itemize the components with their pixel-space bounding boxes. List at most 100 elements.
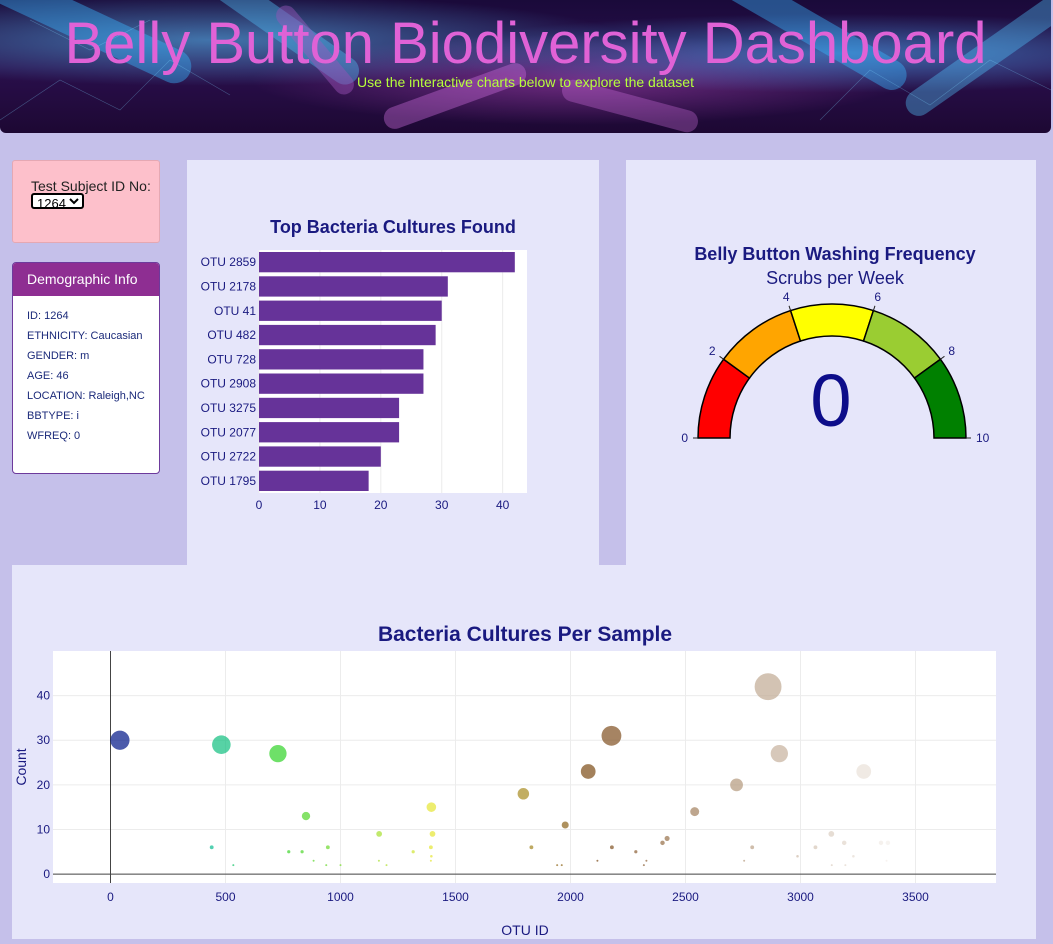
bubble-x-axis-label: OTU ID [501,922,548,938]
gauge-chart[interactable]: Belly Button Washing Frequency Scrubs pe… [626,160,1036,565]
bar-chart[interactable]: Top Bacteria Cultures Found 0 10 20 30 40 OTU… [187,160,599,565]
gauge-band-1[interactable] [722,309,802,380]
demo-row-ethnicity: ETHNICITY: Caucasian [27,330,143,342]
bubble-y-tick-label: 30 [37,733,51,747]
bar-otu-41[interactable] [259,300,442,321]
bar-otu-482[interactable] [259,324,436,346]
bar-otu-2908[interactable] [259,373,424,394]
demo-row-id: ID: 1264 [27,310,69,322]
bubble-otu-482[interactable] [212,735,231,754]
bubble-otu-2540[interactable] [690,807,700,817]
bubble-otu-1395[interactable] [430,854,433,858]
bar-otu-2178[interactable] [259,276,448,297]
gauge-band-4[interactable] [913,358,967,439]
bubble-otu-2790[interactable] [750,845,755,850]
bubble-otu-3195[interactable] [844,864,847,867]
bubble-chart[interactable]: Bacteria Cultures Per Sample OTU ID Coun… [12,565,1036,939]
gauge-bands [697,303,967,439]
bubble-otu-2180[interactable] [609,845,614,850]
bubble-otu-1168[interactable] [376,831,383,837]
subject-id-dropdown[interactable]: 1264 [31,193,84,209]
bubble-otu-3230[interactable] [852,854,855,858]
bubble-otu-1200[interactable] [385,864,388,867]
bubble-otu-3190[interactable] [841,840,847,846]
bubble-otu-1400[interactable] [429,831,436,837]
bubble-otu-3134[interactable] [828,831,835,837]
bubble-otu-2178[interactable] [601,725,622,746]
bubble-otu-2400[interactable] [660,840,665,846]
bar-otu-2859[interactable] [259,252,515,273]
bubble-otu-1167[interactable] [377,859,380,862]
bar-otu-2077[interactable] [259,422,400,443]
bubble-otu-1393[interactable] [428,845,433,850]
bubble-x-tick-label: 500 [215,890,235,904]
gauge-tick [872,305,876,311]
bubble-otu-728[interactable] [269,744,287,763]
bar-x-tick-label: 30 [435,498,449,512]
bar-x-tick-label: 20 [374,498,388,512]
bar-otu-3275[interactable] [259,397,400,419]
bubble-plot-area [53,651,996,883]
bubble-otu-3136[interactable] [830,864,833,867]
bubble-otu-1000[interactable] [339,864,342,867]
bar-y-tick-label: OTU 482 [207,328,256,342]
bar-otu-2722[interactable] [259,446,381,467]
bar-y-tick-label: OTU 3275 [201,401,257,415]
demographic-info-body: ID: 1264 ETHNICITY: Caucasian GENDER: m … [13,296,159,450]
bubble-otu-850[interactable] [301,811,311,821]
bar-y-tick-label: OTU 2178 [201,279,257,293]
bubble-otu-945[interactable] [325,845,330,850]
bubble-otu-2987[interactable] [796,854,799,858]
bacteria-background-image [0,0,1051,133]
bubble-otu-2319[interactable] [642,864,645,867]
bar-y-tick-label: OTU 2859 [201,255,257,269]
bubble-otu-2117[interactable] [596,859,599,862]
bar-otu-728[interactable] [259,349,424,370]
bubble-otu-1316[interactable] [411,850,415,854]
bubble-otu-1977[interactable] [561,821,569,829]
bubble-y-tick-label: 20 [37,778,51,792]
bubble-otu-2420[interactable] [664,835,670,841]
bubble-otu-1795[interactable] [517,788,530,800]
bubble-otu-1942[interactable] [556,864,559,867]
page-subtitle: Use the interactive charts below to expl… [357,74,694,90]
bar-chart-panel: Top Bacteria Cultures Found 0 10 20 30 40 OTU… [187,160,599,565]
bubble-otu-883[interactable] [312,859,315,862]
bubble-otu-3065[interactable] [813,845,818,850]
bubble-otu-1393[interactable] [429,859,432,862]
demo-row-bbtype: BBTYPE: i [27,410,79,422]
bubble-otu-41[interactable] [110,730,130,750]
bubble-x-tick-label: 2500 [672,890,699,904]
bubble-otu-833[interactable] [300,850,304,854]
gauge-tick-label: 8 [948,344,955,358]
bubble-otu-440[interactable] [209,845,214,850]
bubble-y-tick-label: 10 [37,822,51,836]
bubble-x-tick-label: 0 [107,890,114,904]
bubble-otu-1962[interactable] [560,864,563,867]
bubble-otu-2077[interactable] [580,764,596,779]
bubble-otu-534[interactable] [232,864,235,867]
bar-otu-1795[interactable] [259,470,369,491]
bubble-otu-2908[interactable] [770,744,788,763]
bubble-otu-1395[interactable] [426,802,437,812]
bubble-y-tick-label: 40 [37,689,51,703]
bubble-otu-2284[interactable] [634,850,638,854]
bubble-otu-2722[interactable] [730,778,743,792]
bubble-otu-775[interactable] [287,850,291,854]
bubble-x-tick-label: 3500 [902,890,929,904]
gauge-tick-label: 4 [783,290,790,304]
gauge-subtitle: Scrubs per Week [766,268,905,288]
bubble-otu-2330[interactable] [645,859,648,862]
bubble-otu-3380[interactable] [885,840,891,846]
bubble-otu-2755[interactable] [743,859,746,862]
demo-row-location: LOCATION: Raleigh,NC [27,390,145,402]
bubble-otu-3374[interactable] [885,859,888,862]
bubble-otu-2859[interactable] [754,673,782,701]
bar-y-tick-label: OTU 41 [214,304,256,318]
hero-banner: Belly Button Biodiversity Dashboard Use … [0,0,1051,133]
gauge-band-2[interactable] [789,303,875,342]
bubble-otu-938[interactable] [325,864,328,867]
bubble-otu-3350[interactable] [878,840,884,846]
bubble-otu-3275[interactable] [856,764,872,779]
bubble-otu-1830[interactable] [529,845,534,850]
